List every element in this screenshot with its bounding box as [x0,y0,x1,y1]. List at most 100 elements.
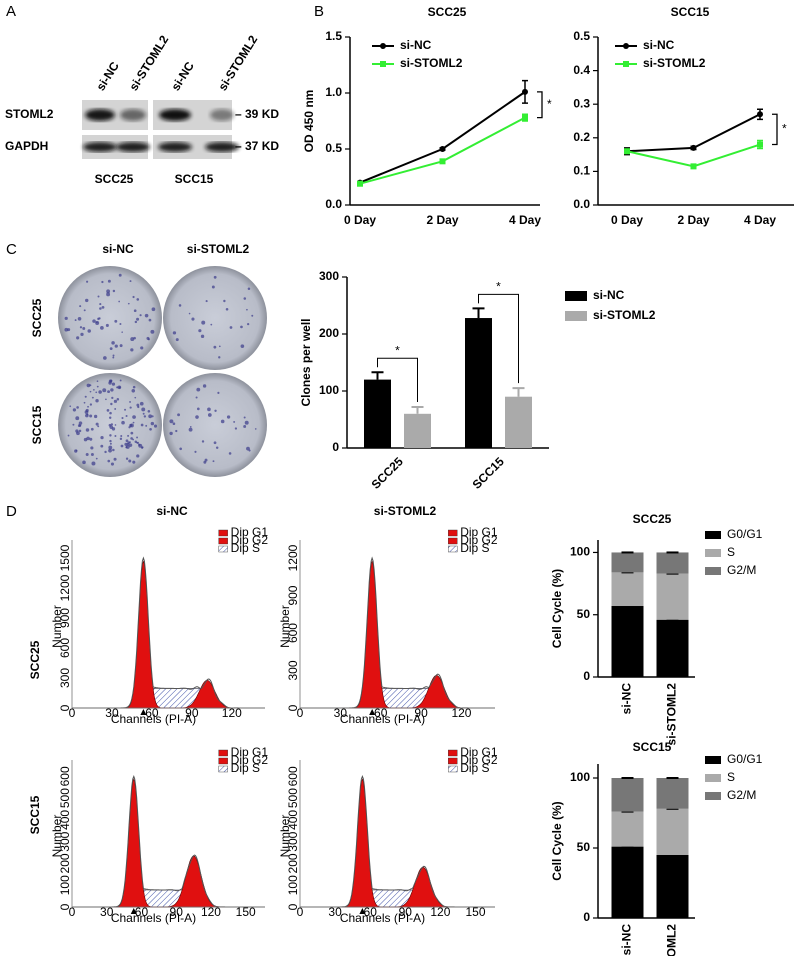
panel-label: A [6,3,16,20]
y-tick-label: 0.2 [573,130,590,144]
chart-title: SCC25 [428,5,467,19]
colony-dot [142,412,145,415]
y-tick-label: 100 [570,545,590,559]
histogram-legend-label: Dip G2 [460,753,498,767]
g1-marker [140,709,147,715]
colony-dot [102,388,107,393]
significance-mark: * [496,280,501,294]
colony-dot [95,422,99,426]
colony-dot [191,317,195,321]
colony-dot [109,439,112,443]
colony-dot [106,409,110,412]
y-tick-label: 300 [319,269,339,283]
marker [757,111,763,118]
colony-dot [129,423,134,428]
colony-dot [136,403,140,407]
histogram-y-tick: 600 [286,623,300,643]
histogram-s-phase [300,688,495,709]
colony-dot [109,434,112,437]
colony-dot [98,390,102,394]
colony-dot [207,407,211,412]
y-tick-label: 1.0 [325,85,342,99]
colony-dot [107,279,111,283]
colony-dot [203,460,207,464]
colony-dot [211,285,215,289]
colony-dot [136,441,138,444]
colony-dot [195,396,198,399]
colony-dot [95,391,98,394]
histogram-y-tick: 300 [286,660,300,680]
colony-dot [72,408,77,412]
histogram-x-tick: 60 [135,905,149,919]
histogram-x-tick: 150 [236,905,256,919]
histogram-y-tick: 500 [286,788,300,808]
colony-dot [90,452,94,456]
colony-dot [124,442,128,446]
legend-label: G2/M [727,788,756,802]
colony-dot [89,403,93,406]
x-tick-label: 4 Day [744,213,776,227]
histogram-x-label: Channels (PI-A) [111,911,196,925]
colony-dot [177,413,181,417]
colony-dot [96,385,99,388]
legend-swatch [705,531,721,539]
colony-dot [79,326,83,329]
colony-dot [114,424,117,426]
histogram-outline [72,556,265,709]
colony-dot [112,356,115,359]
blot-band [85,109,115,121]
histogram-legend-label: Dip G1 [460,745,498,759]
colony-dot [132,438,135,441]
colony-dot [130,337,135,342]
colony-dot [114,408,117,410]
colony-dot [202,384,207,388]
marker [439,158,446,165]
colony-dot [100,435,104,440]
colony-dot [87,405,89,408]
histogram-x-tick: 0 [297,905,304,919]
histogram-x-tick: 90 [185,706,199,720]
colony-dot [99,303,102,306]
legend-marker [380,61,386,67]
colony-dot [213,441,217,445]
column-label: si-STOML2 [187,242,250,256]
significance-bracket [478,293,519,384]
legend-label: si-NC [593,288,625,302]
marker [439,146,446,152]
histogram-y-label: Number [278,815,292,858]
legend-label: si-STOML2 [593,308,656,322]
x-tick-label: 0 Day [611,213,643,227]
colony-dot [107,390,110,394]
colony-dot [201,440,205,443]
colony-dot [125,414,128,418]
legend-label: si-NC [400,38,432,52]
colony-dot [114,344,118,348]
column-label: si-NC [156,504,188,518]
significance-mark: * [395,343,400,357]
histogram-y-tick: 400 [286,810,300,830]
marker [357,180,363,187]
colony-dot [248,449,251,452]
colony-dot [89,390,92,393]
legend-label: si-NC [643,38,675,52]
significance-mark: * [547,97,552,111]
cell-line-label: SCC25 [95,172,134,186]
colony-dot [136,317,140,321]
histogram-x-tick: 90 [170,905,184,919]
histogram-g1-peak [72,560,265,709]
colony-dot [124,408,127,411]
colony-dot [110,402,113,406]
histogram-x-tick: 120 [222,706,242,720]
histogram-y-tick: 100 [58,875,72,895]
colony-dot [85,298,89,303]
colony-dot [132,385,136,389]
legend-swatch [705,792,721,800]
histogram-y-tick: 900 [286,585,300,605]
histogram-legend-label: Dip G2 [231,533,269,547]
histogram-legend-swatch [448,757,458,765]
x-tick-label: si-STOML2 [665,924,679,956]
colony-dot [119,344,123,348]
histogram-y-tick: 200 [286,853,300,873]
bar-segment [611,552,644,573]
colony-dot [223,299,226,303]
